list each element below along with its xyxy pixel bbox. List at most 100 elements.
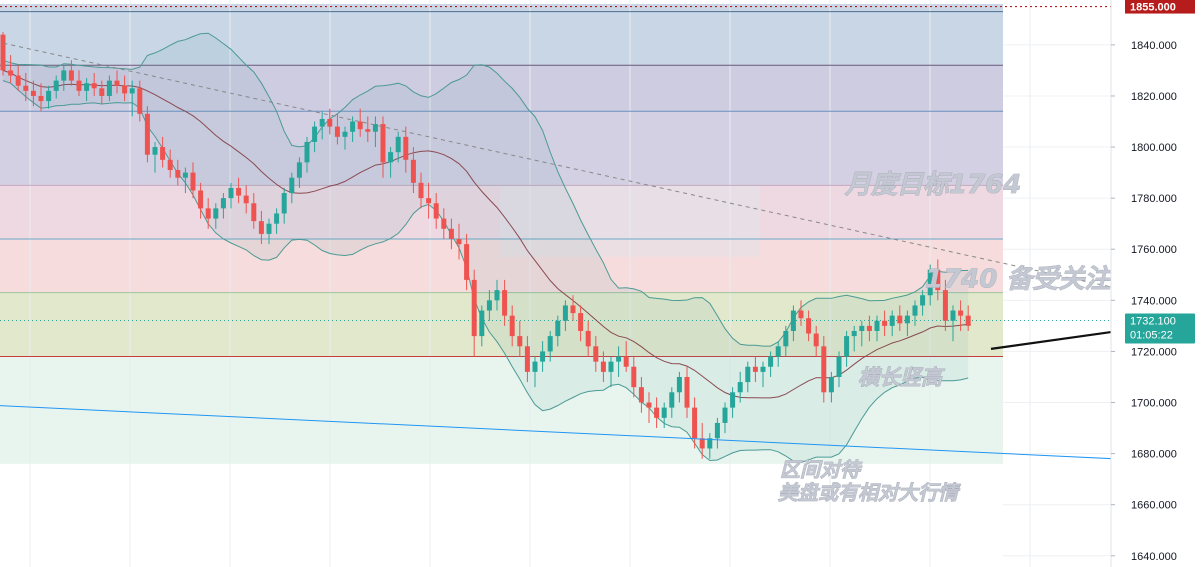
candle-body bbox=[524, 346, 530, 372]
candle-body bbox=[745, 366, 751, 383]
candle-body bbox=[790, 310, 796, 331]
axis-tick-label: 1800.000 bbox=[1131, 142, 1177, 154]
candles bbox=[0, 32, 971, 459]
candle-body bbox=[684, 376, 690, 408]
candle-body bbox=[175, 170, 181, 178]
current-price-label: 1732.100 bbox=[1130, 316, 1176, 328]
moving-average bbox=[2, 69, 969, 399]
top-price-label: 1855.000 bbox=[1130, 2, 1176, 14]
candle-body bbox=[106, 80, 112, 96]
candle-body bbox=[798, 310, 804, 319]
candle-body bbox=[152, 147, 158, 155]
candle-body bbox=[737, 382, 743, 393]
zone-band bbox=[0, 4, 1003, 66]
axis-tick-label: 1660.000 bbox=[1131, 500, 1177, 512]
bollinger-upper bbox=[2, 32, 969, 347]
candle-body bbox=[730, 392, 736, 408]
candle-body bbox=[304, 141, 310, 163]
candle-body bbox=[859, 325, 865, 331]
candle-body bbox=[182, 172, 188, 178]
candle-body bbox=[350, 121, 356, 132]
candle-body bbox=[319, 118, 325, 127]
level-lines bbox=[0, 5, 1111, 358]
candle-body bbox=[912, 305, 918, 316]
candle-body bbox=[502, 290, 508, 316]
top-price-badge bbox=[1125, 0, 1195, 14]
candle-body bbox=[669, 392, 675, 408]
candle-body bbox=[274, 213, 280, 224]
candle-body bbox=[806, 318, 812, 334]
candle-body bbox=[920, 295, 926, 306]
candle-body bbox=[365, 129, 371, 132]
candle-body bbox=[289, 177, 295, 194]
candle-body bbox=[258, 221, 264, 234]
candle-body bbox=[68, 70, 74, 81]
candle-body bbox=[904, 315, 910, 324]
trendline-long-support[interactable] bbox=[0, 405, 1201, 507]
grid-layer bbox=[29, 0, 1111, 567]
candle-body bbox=[692, 407, 698, 439]
candle-body bbox=[61, 70, 67, 81]
candle-body bbox=[91, 83, 97, 89]
candle-body bbox=[144, 113, 150, 155]
axis-tick-label: 1700.000 bbox=[1131, 398, 1177, 410]
axis-tick-label: 1680.000 bbox=[1131, 449, 1177, 461]
annotation-text: 横长竖高 bbox=[858, 366, 946, 390]
candle-body bbox=[942, 290, 948, 321]
price-axis[interactable]: 1640.000 1660.000 1680.000 1700.000 1720.000… bbox=[1110, 0, 1201, 567]
candle-body bbox=[380, 124, 386, 163]
candle-body bbox=[722, 407, 728, 423]
candle-body bbox=[418, 182, 424, 199]
candle-body bbox=[456, 239, 462, 245]
candle-body bbox=[23, 85, 29, 91]
candle-body bbox=[821, 346, 827, 393]
candle-body bbox=[958, 310, 964, 316]
candle-body bbox=[631, 366, 637, 388]
candle-body bbox=[220, 198, 226, 209]
candle-body bbox=[927, 269, 933, 296]
candle-body bbox=[357, 121, 363, 130]
candle-body bbox=[578, 313, 584, 331]
candle-body bbox=[844, 336, 850, 357]
candle-body bbox=[517, 336, 523, 347]
candle-body bbox=[448, 228, 454, 240]
candle-body bbox=[433, 203, 439, 219]
candle-body bbox=[714, 422, 720, 439]
candle-body bbox=[585, 330, 591, 347]
candle-body bbox=[53, 80, 59, 91]
candle-body bbox=[15, 75, 21, 86]
candle-body bbox=[38, 95, 44, 102]
candle-body bbox=[783, 330, 789, 347]
candle-body bbox=[775, 346, 781, 357]
candle-body bbox=[532, 361, 538, 372]
candle-body bbox=[388, 152, 394, 163]
candle-body bbox=[395, 136, 401, 153]
candle-body bbox=[281, 193, 287, 214]
candle-body bbox=[464, 244, 470, 280]
axis-tick-label: 1720.000 bbox=[1131, 346, 1177, 358]
candle-body bbox=[114, 80, 120, 86]
candle-body bbox=[813, 333, 819, 347]
candle-body bbox=[137, 88, 143, 114]
candle-body bbox=[760, 366, 766, 372]
candle-body bbox=[8, 70, 14, 76]
candle-body bbox=[555, 320, 561, 337]
candle-body bbox=[882, 320, 888, 326]
candle-body bbox=[509, 315, 515, 337]
zone-band bbox=[0, 65, 1003, 186]
candle-body bbox=[623, 356, 629, 367]
candle-body bbox=[410, 159, 416, 183]
candle-body bbox=[228, 187, 234, 199]
candle-body bbox=[547, 336, 553, 352]
candle-body bbox=[935, 269, 941, 291]
candle-body bbox=[654, 407, 660, 418]
candle-body bbox=[30, 90, 36, 96]
candle-body bbox=[616, 356, 622, 362]
candle-body bbox=[661, 407, 667, 418]
candle-body bbox=[190, 172, 196, 191]
candle-body bbox=[828, 376, 834, 393]
candle-body bbox=[129, 88, 135, 94]
candle-body bbox=[494, 290, 500, 301]
